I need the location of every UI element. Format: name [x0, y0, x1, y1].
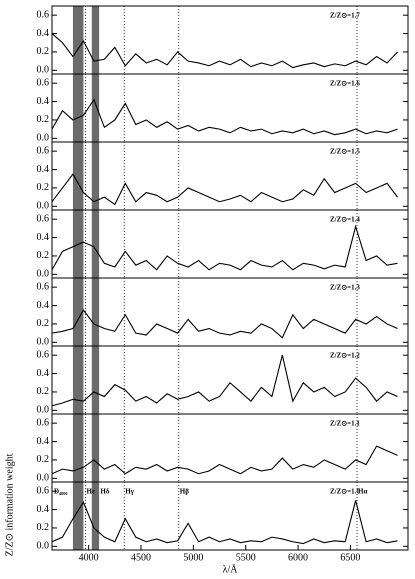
y-tick-label: 0.6	[37, 349, 50, 360]
x-tick-label: 6000	[288, 552, 308, 563]
data-line	[51, 98, 398, 136]
x-tick-label: 5500	[236, 552, 256, 563]
shaded-band	[72, 346, 84, 414]
x-tick-label: 5000	[183, 552, 203, 563]
y-tick-label: 0.2	[37, 522, 50, 533]
line-label: Hδ	[100, 488, 109, 496]
y-tick-label: 0.0	[37, 269, 50, 280]
panel-title: Z/Z⊙=1.1	[330, 420, 360, 428]
y-tick-label: 0.4	[37, 504, 50, 515]
y-tick-label: 0.4	[37, 164, 50, 175]
data-line	[51, 355, 398, 407]
y-tick-label: 0.6	[37, 281, 50, 292]
shaded-band	[91, 210, 100, 278]
y-tick-label: 0.4	[37, 96, 50, 107]
shaded-band	[91, 414, 100, 482]
y-tick-label: 0.0	[37, 473, 50, 484]
y-tick-label: 0.0	[37, 201, 50, 212]
shaded-band	[91, 482, 100, 550]
shaded-band	[72, 142, 84, 210]
y-tick-label: 0.6	[37, 213, 50, 224]
x-tick-label: 4500	[131, 552, 151, 563]
data-line	[51, 500, 398, 545]
panel-title: Z/Z⊙=1.3	[330, 284, 360, 292]
y-tick-label: 0.4	[37, 436, 50, 447]
panel-title: Z/Z⊙=1.7	[330, 12, 360, 20]
y-tick-label: 0.6	[37, 485, 50, 496]
shaded-band	[91, 74, 100, 142]
shaded-band	[72, 6, 84, 74]
y-tick-label: 0.0	[37, 541, 50, 552]
line-label: Hα	[358, 488, 367, 496]
panel-title: Z/Z⊙=1.2	[330, 352, 360, 360]
y-tick-label: 0.0	[37, 337, 50, 348]
shaded-band	[91, 142, 100, 210]
y-tick-label: 0.2	[37, 46, 50, 57]
y-tick-label: 0.6	[37, 77, 50, 88]
panel-title: Z/Z⊙=1.0	[330, 488, 360, 496]
y-tick-label: 0.2	[37, 454, 50, 465]
x-tick-label: 4000	[79, 552, 99, 563]
x-axis-label: λ/Å	[223, 563, 239, 575]
line-label: Hγ	[125, 488, 134, 496]
y-tick-label: 0.0	[37, 65, 50, 76]
data-line	[51, 309, 398, 339]
data-line	[51, 445, 398, 475]
y-tick-label: 0.6	[37, 417, 50, 428]
data-line	[51, 224, 398, 271]
shaded-band	[91, 346, 100, 414]
shaded-band	[91, 6, 100, 74]
panel-title: Z/Z⊙=1.4	[330, 216, 360, 224]
y-tick-label: 0.2	[37, 386, 50, 397]
shaded-band	[91, 278, 100, 346]
y-tick-label: 0.2	[37, 114, 50, 125]
y-tick-label: 0.4	[37, 28, 50, 39]
y-tick-label: 0.4	[37, 368, 50, 379]
x-tick-label: 6500	[340, 552, 360, 563]
y-tick-label: 0.2	[37, 250, 50, 261]
y-tick-label: 0.6	[37, 9, 50, 20]
shaded-band	[72, 74, 84, 142]
shaded-band	[72, 414, 84, 482]
line-label: Hε	[87, 488, 95, 496]
shaded-band	[72, 278, 84, 346]
y-tick-label: 0.6	[37, 145, 50, 156]
y-tick-label: 0.0	[37, 133, 50, 144]
y-tick-label: 0.0	[37, 405, 50, 416]
y-tick-label: 0.4	[37, 232, 50, 243]
line-label: Hβ	[180, 488, 189, 496]
panel-title: Z/Z⊙=1.6	[330, 80, 360, 88]
panel-title: Z/Z⊙=1.5	[330, 148, 360, 156]
band-label: D₄₀₀₀	[54, 488, 67, 496]
y-tick-label: 0.2	[37, 318, 50, 329]
panel-frame	[51, 481, 409, 551]
y-axis-label: Z/Z⊙ information weight	[4, 453, 15, 556]
data-line	[51, 173, 398, 206]
y-tick-label: 0.4	[37, 300, 50, 311]
data-line	[51, 33, 398, 69]
y-tick-label: 0.2	[37, 182, 50, 193]
shaded-band	[72, 482, 84, 550]
